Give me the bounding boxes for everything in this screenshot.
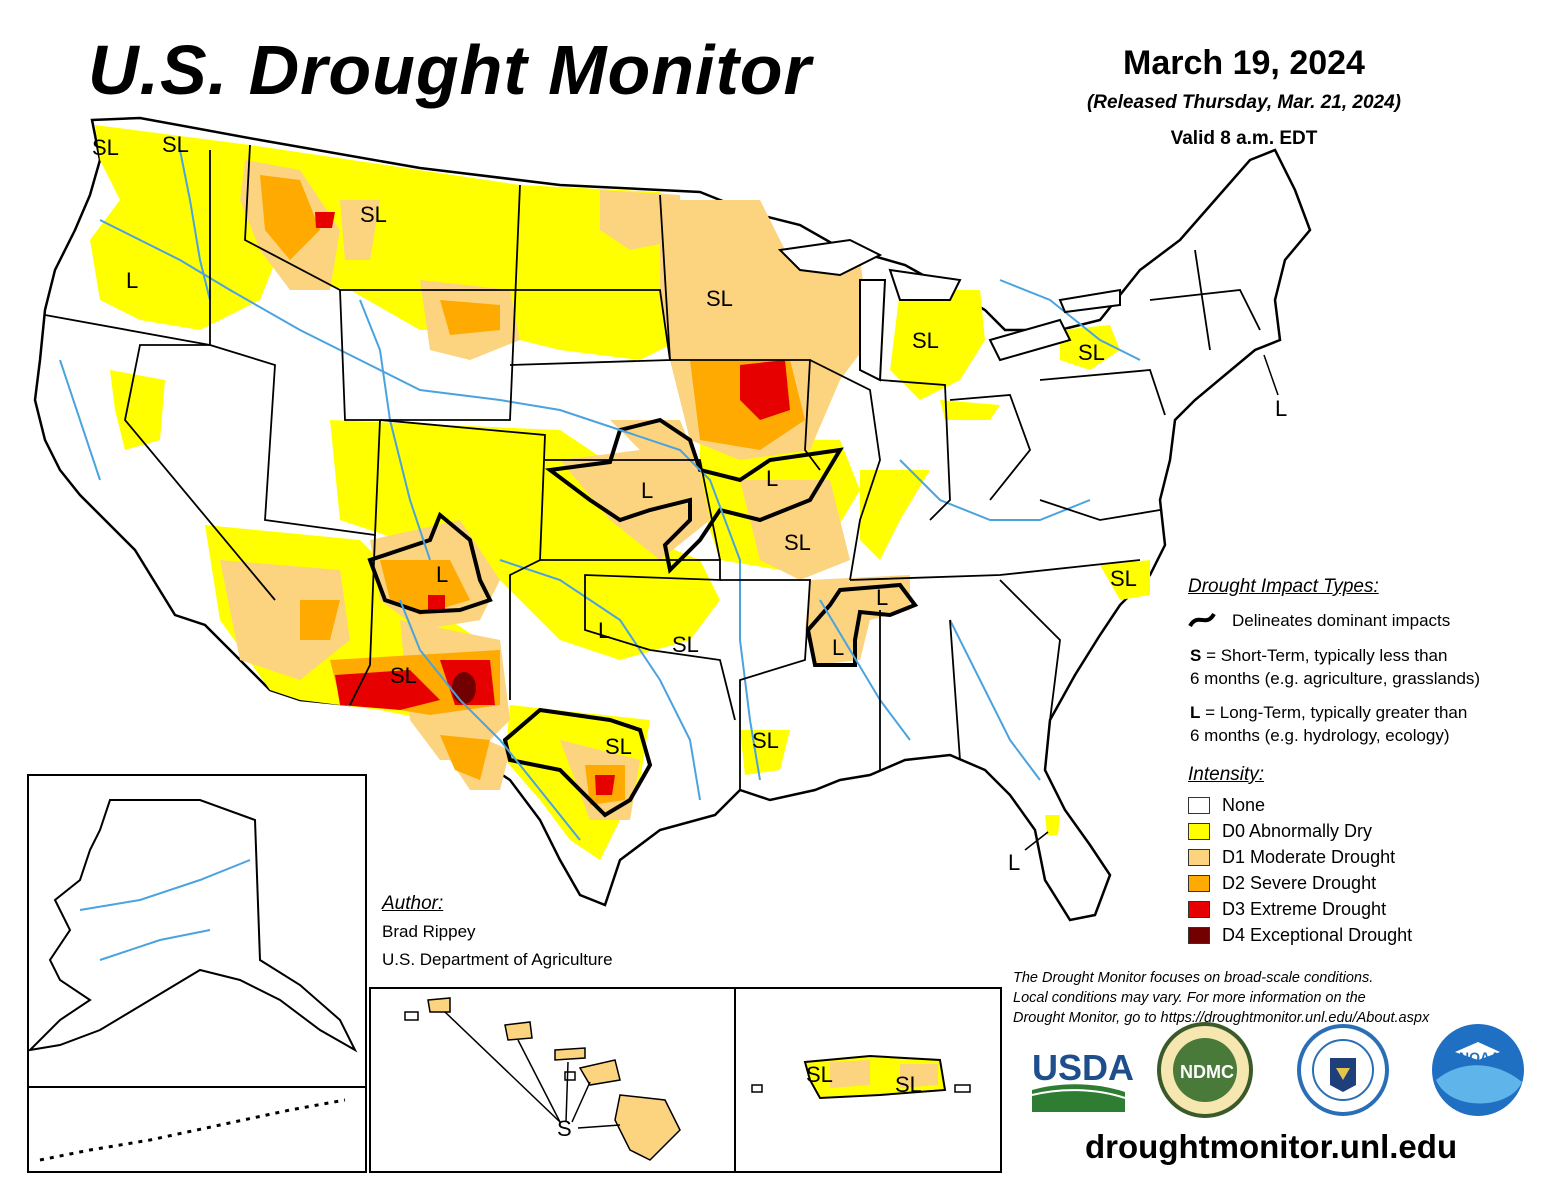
legend-label: D3 Extreme Drought xyxy=(1222,898,1387,919)
disclaimer: The Drought Monitor focuses on broad-sca… xyxy=(1013,968,1429,1028)
legend-swatch xyxy=(1188,874,1210,892)
usda-logo-text: USDA xyxy=(1032,1047,1134,1088)
impact-label: L xyxy=(126,268,138,293)
legend-none: None xyxy=(1188,792,1412,818)
ndmc-logo: NDMC xyxy=(1157,1022,1253,1118)
impact-label: SL xyxy=(895,1072,922,1097)
valid-time: Valid 8 a.m. EDT xyxy=(1170,128,1318,149)
impact-labels: SL SL SL L SL SL SL L L SL L SL L L L SL… xyxy=(92,132,1287,1141)
impact-label: L xyxy=(598,618,610,643)
noaa-logo: NOAA xyxy=(1432,1024,1524,1116)
puerto-rico-inset-frame xyxy=(734,987,1002,1173)
rivers xyxy=(59,149,1141,841)
impact-label: L xyxy=(1275,396,1287,421)
legend-label: D2 Severe Drought xyxy=(1222,872,1377,893)
website-link[interactable]: droughtmonitor.unl.edu xyxy=(1085,1128,1458,1165)
alaska-rivers xyxy=(79,859,251,961)
delineates-text: Delineates dominant impacts xyxy=(1232,611,1451,630)
legend-d2: D2 Severe Drought xyxy=(1188,870,1412,896)
impact-label: SL xyxy=(390,663,417,688)
hawaii-inset-frame xyxy=(369,987,736,1173)
legend-d3: D3 Extreme Drought xyxy=(1188,896,1412,922)
puerto-rico-islands xyxy=(751,1084,971,1093)
legend-swatch xyxy=(1188,848,1210,866)
legend-d1: D1 Moderate Drought xyxy=(1188,844,1412,870)
impact-delineations xyxy=(367,417,919,818)
impact-label: SL xyxy=(162,132,189,157)
legend-d4: D4 Exceptional Drought xyxy=(1188,922,1412,948)
disclaimer-line: The Drought Monitor focuses on broad-sca… xyxy=(1013,970,1374,986)
s-key: S xyxy=(1190,646,1202,665)
release-date: (Released Thursday, Mar. 21, 2024) xyxy=(1086,92,1401,113)
ndmc-logo-text: NDMC xyxy=(1180,1062,1234,1082)
legend-swatch xyxy=(1188,822,1210,840)
l-key: L xyxy=(1190,703,1201,722)
short-term-desc: S = Short-Term, typically less than 6 mo… xyxy=(1190,644,1480,690)
great-lakes xyxy=(777,238,1121,382)
legend-swatch xyxy=(1188,900,1210,918)
impact-label: SL xyxy=(360,202,387,227)
legend-label: None xyxy=(1222,794,1266,815)
intensity-heading: Intensity: xyxy=(1188,764,1265,785)
map-title: U.S. Drought Monitor xyxy=(88,31,812,109)
commerce-logo xyxy=(1297,1024,1389,1116)
impact-label: SL xyxy=(92,135,119,160)
impact-label: SL xyxy=(806,1062,833,1087)
puerto-rico-d1 xyxy=(830,1060,938,1088)
author-heading: Author: xyxy=(382,893,444,914)
impact-label: L xyxy=(832,635,844,660)
author-org: U.S. Department of Agriculture xyxy=(382,950,613,969)
impact-label: SL xyxy=(784,530,811,555)
l-desc-line1: = Long-Term, typically greater than xyxy=(1200,703,1468,722)
disclaimer-line: Local conditions may vary. For more info… xyxy=(1013,990,1366,1006)
delineation-curve-icon xyxy=(1188,612,1216,628)
impact-label: SL xyxy=(1110,566,1137,591)
state-boundaries xyxy=(44,144,1261,790)
impact-label: L xyxy=(1008,850,1020,875)
d4-areas xyxy=(452,672,476,704)
legend-swatch xyxy=(1188,926,1210,944)
legend-label: D1 Moderate Drought xyxy=(1222,846,1396,867)
author-name: Brad Rippey xyxy=(382,922,476,941)
impact-label: SL xyxy=(752,728,779,753)
impact-label: S xyxy=(557,1116,572,1141)
aleutian-islands xyxy=(39,1098,346,1162)
legend-label: D4 Exceptional Drought xyxy=(1222,924,1413,945)
impact-label: SL xyxy=(1078,340,1105,365)
impact-label: SL xyxy=(672,632,699,657)
alaska-outline xyxy=(27,799,358,1053)
impact-label: SL xyxy=(706,286,733,311)
noaa-logo-text: NOAA xyxy=(1459,1049,1500,1065)
impact-label: L xyxy=(876,585,888,610)
s-desc-line1: = Short-Term, typically less than xyxy=(1201,646,1448,665)
map-date: March 19, 2024 xyxy=(1123,44,1365,82)
disclaimer-line: Drought Monitor, go to https://droughtmo… xyxy=(1013,1010,1430,1026)
hawaii-islands xyxy=(404,997,681,1161)
long-term-desc: L = Long-Term, typically greater than 6 … xyxy=(1190,701,1467,747)
impact-label: L xyxy=(641,478,653,503)
impact-label: L xyxy=(766,466,778,491)
legend-label: D0 Abnormally Dry xyxy=(1222,820,1373,841)
impact-types-heading: Drought Impact Types: xyxy=(1188,576,1379,597)
impact-label: SL xyxy=(912,328,939,353)
label-pointers xyxy=(1024,354,1279,851)
aleutian-inset-frame xyxy=(27,1086,367,1173)
impact-label: L xyxy=(436,562,448,587)
impact-label: SL xyxy=(605,734,632,759)
legend-swatch xyxy=(1188,796,1210,814)
s-desc-line2: 6 months (e.g. agriculture, grasslands) xyxy=(1190,669,1481,688)
l-desc-line2: 6 months (e.g. hydrology, ecology) xyxy=(1190,726,1450,745)
legend-d0: D0 Abnormally Dry xyxy=(1188,818,1412,844)
intensity-legend: None D0 Abnormally Dry D1 Moderate Droug… xyxy=(1188,792,1412,948)
usda-logo: USDA xyxy=(1031,1047,1134,1112)
hawaii-pointers xyxy=(444,1011,621,1129)
